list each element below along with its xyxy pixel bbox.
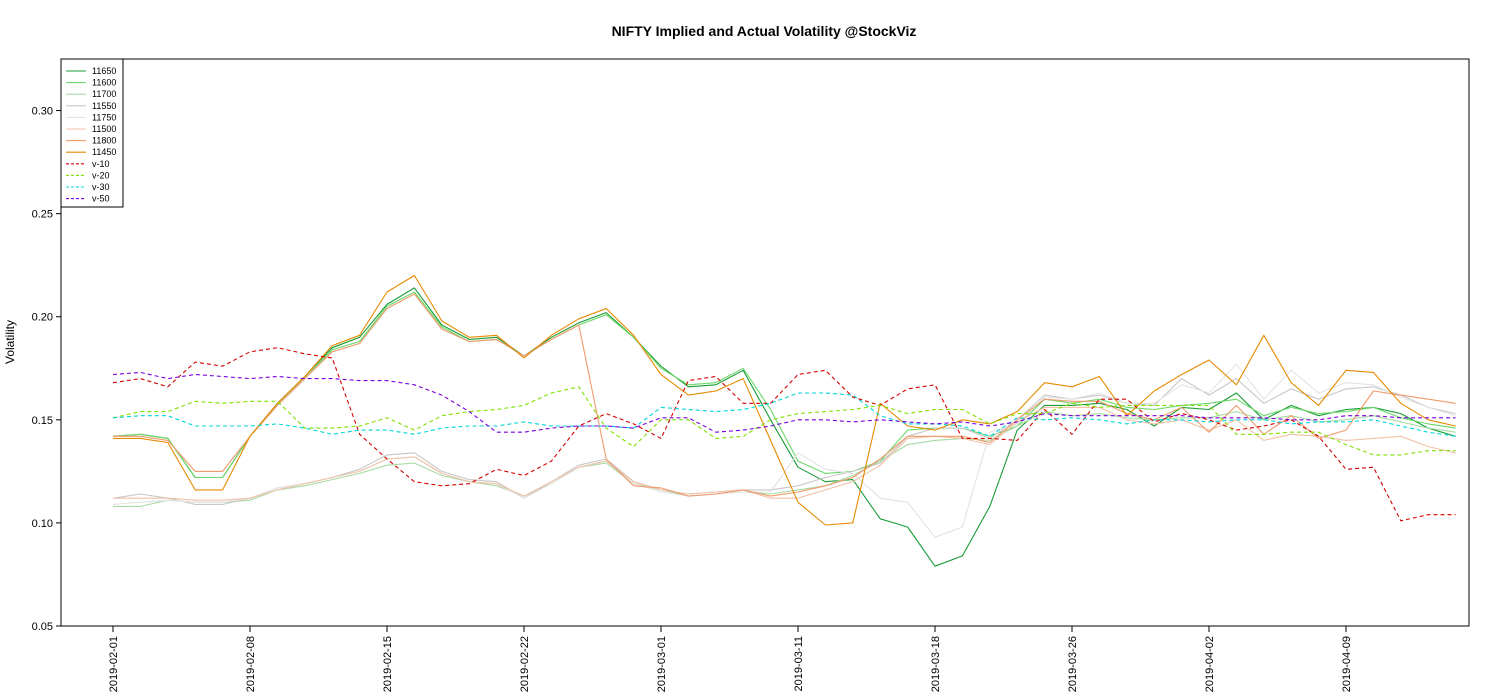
legend-label: 11700 xyxy=(92,89,116,99)
x-tick-label: 2019-04-02 xyxy=(1204,636,1216,692)
x-tick-label: 2019-02-22 xyxy=(519,636,531,692)
x-tick-label: 2019-03-01 xyxy=(656,636,668,692)
legend-label: 11750 xyxy=(92,112,116,122)
y-axis: 0.05 0.10 0.15 0.20 0.25 0.30 xyxy=(32,106,61,633)
legend-label: v-20 xyxy=(92,170,110,180)
legend-label: v-30 xyxy=(92,182,110,192)
y-tick-label: 0.20 xyxy=(32,312,53,324)
series-layer xyxy=(112,274,1456,567)
x-tick-label: 2019-02-01 xyxy=(108,636,120,692)
x-tick-label: 2019-03-11 xyxy=(793,636,805,691)
x-tick-label: 2019-03-18 xyxy=(930,636,942,692)
series-line-11600 xyxy=(112,291,1456,479)
plot-frame xyxy=(60,58,1470,627)
legend-label: 11500 xyxy=(92,124,116,134)
legend-label: v-10 xyxy=(92,159,110,169)
y-tick-label: 0.05 xyxy=(32,621,53,633)
y-tick-label: 0.25 xyxy=(32,209,53,221)
y-axis-label: Volatility xyxy=(3,320,17,364)
series-line-v-50 xyxy=(112,371,1456,433)
legend-label: 11600 xyxy=(92,78,116,88)
series-line-11700 xyxy=(113,411,1456,507)
legend-label: 11450 xyxy=(92,147,116,157)
legend-box xyxy=(60,58,124,208)
y-tick-label: 0.15 xyxy=(32,415,53,427)
x-tick-label: 2019-04-09 xyxy=(1341,636,1353,692)
series-line-11800 xyxy=(113,293,1456,497)
legend-label: v-50 xyxy=(92,194,110,204)
y-tick-label: 0.10 xyxy=(32,518,53,530)
series-line-v-20 xyxy=(112,386,1456,456)
legend-label: 11650 xyxy=(92,66,116,76)
series-line-11650 xyxy=(112,287,1456,567)
series-line-11450 xyxy=(113,274,1456,526)
chart-title: NIFTY Implied and Actual Volatility @Sto… xyxy=(612,23,917,39)
legend-label: 11550 xyxy=(92,101,116,111)
x-tick-label: 2019-02-15 xyxy=(382,636,394,692)
series-line-v-10 xyxy=(112,347,1456,522)
x-tick-label: 2019-03-26 xyxy=(1067,636,1079,692)
y-tick-label: 0.30 xyxy=(32,106,53,118)
legend-label: 11800 xyxy=(92,136,116,146)
series-line-11500 xyxy=(113,406,1456,501)
x-tick-label: 2019-02-08 xyxy=(245,636,257,692)
x-axis: 2019-02-01 2019-02-08 2019-02-15 2019-02-22… xyxy=(108,626,1353,692)
series-line-v-30 xyxy=(112,392,1456,437)
